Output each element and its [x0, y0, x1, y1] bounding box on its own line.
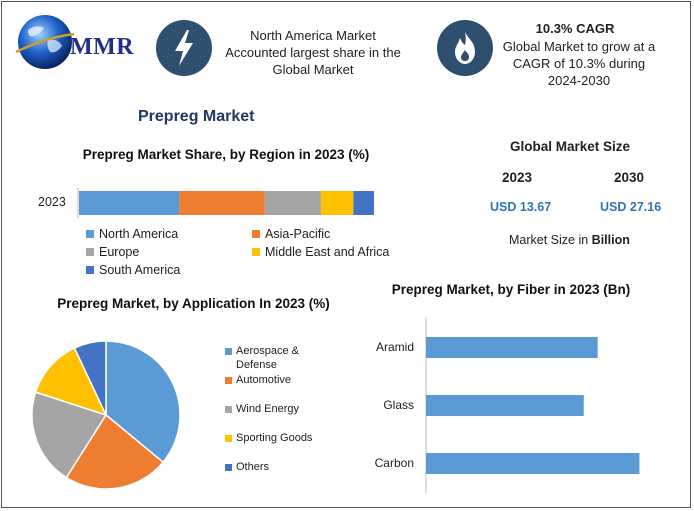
legend-label: Europe: [99, 245, 140, 259]
fiber-bar: [426, 453, 640, 474]
pie-legend-sporting-goods: Sporting Goods: [225, 431, 313, 445]
fiber-bar-chart: Aramid Glass Carbon: [375, 317, 640, 493]
flame-icon-circle: [437, 20, 493, 76]
fiber-category-label: Glass: [383, 398, 414, 412]
logo-text: MMR: [70, 34, 135, 60]
flame-icon: [455, 32, 475, 64]
lightning-icon: [175, 30, 193, 66]
pie-slice: [65, 413, 165, 490]
cagr-description: Global Market to grow at a CAGR of 10.3%…: [502, 39, 656, 88]
region-bar-segment: [179, 191, 265, 215]
fiber-bar: [426, 395, 584, 416]
legend-swatch: [252, 247, 260, 256]
fiber-chart-title: Prepreg Market, by Fiber in 2023 (Bn): [391, 282, 631, 297]
legend-swatch: [86, 229, 94, 238]
legend-label: South America: [99, 263, 181, 277]
legend-south-america: South America: [86, 263, 180, 277]
legend-swatch: [225, 464, 232, 471]
pie-legend-automotive: Automotive: [225, 373, 292, 387]
legend-middle-east-africa: Middle East and Africa: [252, 245, 389, 259]
legend-swatch: [86, 247, 94, 256]
legend-label: Sporting Goods: [236, 432, 313, 444]
application-chart-title: Prepreg Market, by Application In 2023 (…: [57, 296, 330, 311]
region-bar-segment: [320, 191, 354, 215]
globe-icon: [15, 15, 75, 69]
pie-slice: [34, 347, 108, 417]
pie-legend-aerospace: Aerospace & Defense: [225, 344, 326, 372]
legend-label: Middle East and Africa: [265, 245, 390, 259]
legend-label: Wind Energy: [236, 403, 299, 415]
cagr-title: 10.3% CAGR: [535, 21, 615, 36]
market-value-2030: USD 27.16: [600, 200, 662, 214]
market-size-note-prefix: Market Size in: [509, 233, 592, 247]
legend-label: Asia-Pacific: [265, 227, 331, 241]
legend-swatch: [225, 377, 232, 384]
market-size-unit: Billion: [591, 233, 630, 247]
pie-slice: [105, 340, 181, 464]
north-america-callout: North America Market Accounted largest s…: [225, 28, 401, 77]
legend-label: Aerospace & Defense: [236, 345, 299, 371]
pie-legend-others: Others: [225, 460, 270, 474]
market-size-title: Global Market Size: [510, 139, 631, 154]
fiber-category-label: Carbon: [375, 456, 414, 470]
application-pie-chart: [31, 340, 181, 490]
pie-legend-wind-energy: Wind Energy: [225, 402, 299, 416]
region-bar-segment: [353, 191, 374, 215]
market-year-2030: 2030: [614, 170, 645, 185]
legend-north-america: North America: [86, 227, 178, 241]
market-value-2023: USD 13.67: [490, 200, 552, 214]
fiber-bar: [426, 337, 598, 358]
region-bar-segment: [79, 191, 180, 215]
page-title: Prepreg Market: [138, 108, 255, 125]
legend-swatch: [86, 265, 94, 274]
legend-swatch: [225, 348, 232, 355]
fiber-category-label: Aramid: [376, 340, 414, 354]
region-chart-title: Prepreg Market Share, by Region in 2023 …: [82, 147, 370, 162]
market-year-2023: 2023: [502, 170, 533, 185]
legend-label: North America: [99, 227, 179, 241]
lightning-icon-circle: [156, 20, 212, 76]
pie-slice: [31, 391, 108, 479]
legend-label: Others: [236, 461, 270, 473]
region-bar-segment: [264, 191, 321, 215]
region-stacked-bar-chart: [77, 188, 374, 218]
logo: MMR: [14, 12, 139, 72]
legend-europe: Europe: [86, 245, 139, 259]
market-size-note: Market Size in Billion: [509, 233, 630, 247]
legend-swatch: [225, 406, 232, 413]
region-category-label: 2023: [38, 195, 66, 209]
legend-swatch: [225, 435, 232, 442]
pie-slice: [73, 340, 107, 416]
legend-asia-pacific: Asia-Pacific: [252, 227, 330, 241]
legend-label: Automotive: [236, 374, 292, 386]
legend-swatch: [252, 229, 260, 238]
